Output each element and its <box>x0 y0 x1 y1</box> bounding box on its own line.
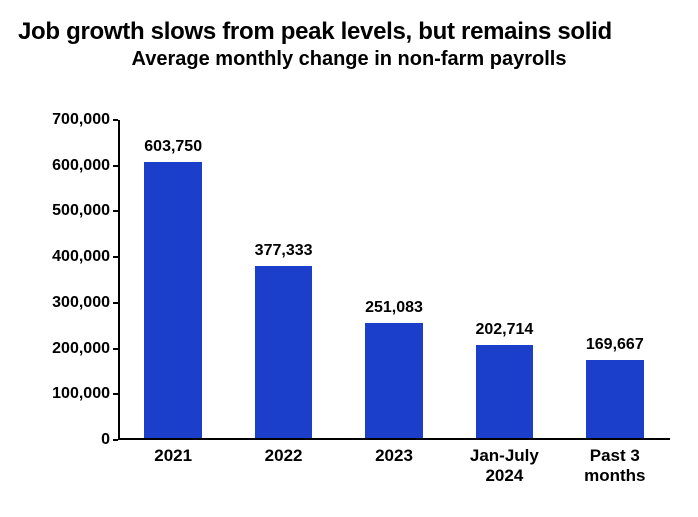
y-tick-label: 400,000 <box>40 248 110 266</box>
y-tick-label: 700,000 <box>40 111 110 129</box>
y-tick-mark <box>113 393 118 395</box>
y-tick-label: 500,000 <box>40 202 110 220</box>
bar-value-label: 202,714 <box>444 321 564 339</box>
y-tick-mark <box>113 165 118 167</box>
chart-title: Job growth slows from peak levels, but r… <box>18 18 612 46</box>
y-tick-mark <box>113 348 118 350</box>
x-tick-label: Jan-July 2024 <box>444 438 564 487</box>
chart-container: Job growth slows from peak levels, but r… <box>0 0 698 517</box>
y-tick-mark <box>113 302 118 304</box>
x-tick-label: 2023 <box>334 438 454 466</box>
x-tick-label: Past 3 months <box>555 438 675 487</box>
plot-area: 603,7502021377,3332022251,0832023202,714… <box>118 120 670 440</box>
y-tick-label: 300,000 <box>40 294 110 312</box>
y-tick-label: 600,000 <box>40 157 110 175</box>
y-tick-label: 100,000 <box>40 385 110 403</box>
y-tick-mark <box>113 119 118 121</box>
bar <box>365 323 422 438</box>
y-tick-label: 0 <box>40 431 110 449</box>
x-tick-label: 2021 <box>113 438 233 466</box>
bar-value-label: 377,333 <box>224 242 344 260</box>
chart-subtitle: Average monthly change in non-farm payro… <box>0 48 698 71</box>
bar-value-label: 603,750 <box>113 138 233 156</box>
x-tick-label: 2022 <box>224 438 344 466</box>
y-tick-mark <box>113 256 118 258</box>
bar <box>586 360 643 438</box>
y-tick-mark <box>113 210 118 212</box>
bar <box>144 162 201 438</box>
y-tick-label: 200,000 <box>40 340 110 358</box>
bar-value-label: 169,667 <box>555 336 675 354</box>
bar-value-label: 251,083 <box>334 299 454 317</box>
bar <box>476 345 533 438</box>
y-tick-mark <box>113 439 118 441</box>
bar <box>255 266 312 438</box>
bar-chart: 603,750 2021 377,333 2022 251,083 2023 202,714… <box>40 110 670 500</box>
